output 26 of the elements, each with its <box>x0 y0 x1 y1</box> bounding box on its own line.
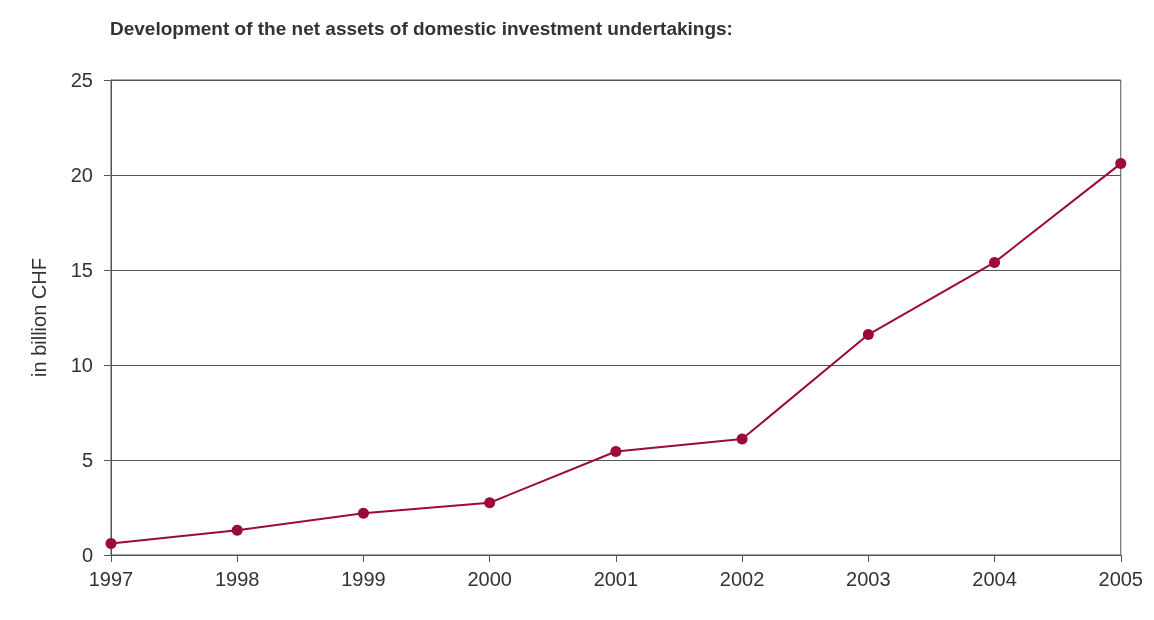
x-tick-label: 1998 <box>214 568 260 590</box>
x-tick-label: 2001 <box>593 568 639 590</box>
point <box>357 507 369 519</box>
x-tick-label: 2003 <box>846 568 891 590</box>
x-tick-label: 1999 <box>341 568 386 590</box>
point <box>1115 158 1127 170</box>
x-tick-label: 2002 <box>719 568 765 590</box>
y-tick-label: 20 <box>70 164 93 186</box>
y-tick-label: 25 <box>70 69 93 91</box>
y-axis-title: in billion CHF <box>28 258 50 377</box>
point <box>610 445 622 457</box>
x-tick-label: 1997 <box>88 568 134 590</box>
x-tick-label: 2005 <box>1098 568 1143 590</box>
x-tick-label: 2000 <box>467 568 512 590</box>
point <box>989 256 1001 268</box>
point <box>862 329 874 341</box>
point <box>231 524 243 536</box>
point <box>105 538 117 550</box>
y-tick-label: 15 <box>70 259 93 281</box>
y-tick-label: 5 <box>81 449 93 471</box>
x-tick-label: 2004 <box>972 568 1017 590</box>
point <box>736 433 748 445</box>
chart-title: Development of the net assets of domestic investment undertakings: <box>110 18 733 39</box>
y-tick-label: 10 <box>70 354 93 376</box>
y-tick-label: 0 <box>81 544 93 566</box>
point <box>484 497 496 509</box>
